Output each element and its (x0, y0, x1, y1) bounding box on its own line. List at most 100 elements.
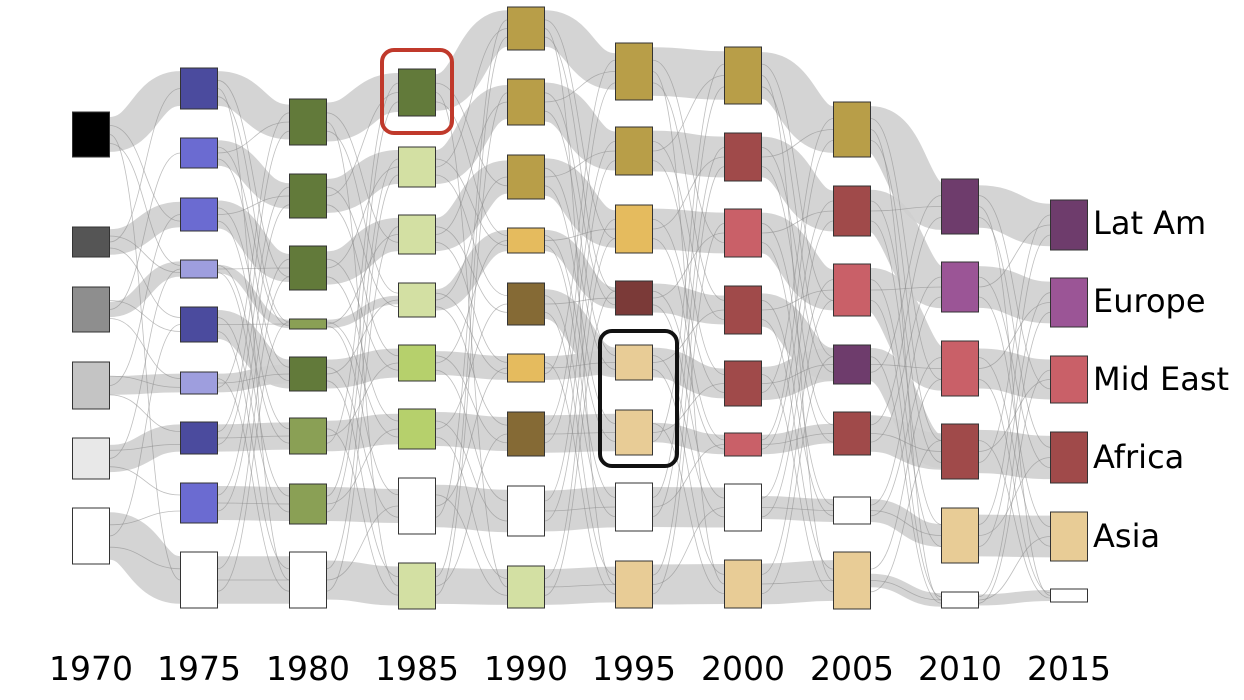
flow-line (978, 276, 1051, 469)
node (724, 285, 762, 335)
flow-line (978, 379, 1051, 452)
flow-band (542, 82, 618, 171)
node (289, 417, 327, 455)
flow-line (652, 219, 725, 393)
flow-line (761, 279, 834, 518)
flow-line (761, 166, 834, 426)
node (180, 259, 218, 279)
flow-line (544, 160, 616, 502)
node (833, 496, 871, 525)
node (72, 507, 110, 565)
flow-line (217, 207, 290, 382)
node (833, 344, 871, 385)
flow-line (652, 304, 725, 499)
year-label: 1975 (157, 649, 241, 688)
flow-line (217, 258, 290, 512)
flow-line (870, 357, 942, 517)
flow-line (761, 507, 834, 511)
flow-band (108, 201, 182, 255)
node (724, 208, 762, 258)
highlight-black (598, 329, 679, 468)
flow-line (978, 311, 1051, 598)
node (724, 360, 762, 407)
flow-line (652, 507, 725, 585)
flow-band (652, 47, 725, 100)
flow-line (544, 71, 616, 103)
flow-band (325, 150, 400, 213)
flow-line (652, 369, 725, 575)
region-label: Asia (1093, 517, 1160, 555)
year-label: 1970 (49, 649, 133, 688)
flow-line (761, 220, 834, 499)
flow-line (870, 300, 942, 598)
flow-line (761, 200, 834, 450)
flow-line (326, 362, 399, 437)
flow-line (217, 276, 290, 570)
flow-band (433, 160, 510, 252)
flow-line (435, 292, 508, 374)
flow-line (761, 300, 834, 517)
node (724, 559, 762, 609)
year-label: 2005 (810, 649, 894, 688)
flow-line (544, 362, 616, 595)
node (615, 344, 653, 381)
region-label: Mid East (1093, 360, 1229, 398)
flow-line (870, 217, 942, 426)
node (833, 411, 871, 456)
flow-line (870, 364, 942, 369)
flow-band (977, 266, 1052, 324)
flow-line (109, 546, 181, 570)
flow-line (217, 331, 290, 570)
flow-line (652, 160, 725, 375)
flow-band (325, 72, 400, 142)
flow-line (544, 185, 616, 424)
node (941, 423, 979, 480)
flow-band (109, 373, 181, 395)
flow-line (761, 140, 834, 441)
flow-line (435, 19, 508, 518)
node (398, 477, 436, 535)
node (398, 562, 436, 610)
flow-line (761, 319, 834, 570)
flow-line (435, 176, 508, 301)
flow-line (652, 59, 725, 243)
node (724, 46, 762, 105)
flow-line (435, 28, 508, 168)
flow-line (978, 234, 1051, 525)
flow-line (435, 158, 508, 246)
flow-line (326, 226, 399, 592)
node (507, 282, 545, 326)
year-label: 1980 (266, 649, 350, 688)
flow-line (544, 219, 616, 522)
node (180, 306, 218, 343)
flow-line (978, 224, 1051, 288)
flow-line (326, 158, 399, 513)
flow-line (870, 140, 942, 441)
flow-line (326, 112, 399, 243)
node (615, 482, 653, 532)
flow-line (109, 268, 181, 459)
node (398, 214, 436, 255)
node (289, 245, 327, 291)
flow-line (652, 86, 725, 498)
flow-line (544, 290, 616, 596)
flow-line (978, 296, 1051, 528)
node (72, 361, 110, 410)
flow-line (544, 432, 616, 435)
flow-line (870, 129, 942, 601)
node (289, 356, 327, 392)
flow-line (326, 101, 399, 497)
node (507, 485, 545, 537)
node (398, 282, 436, 318)
node (1050, 431, 1088, 484)
node (398, 344, 436, 382)
node (724, 132, 762, 182)
flow-line (217, 121, 290, 154)
flow-line (435, 436, 508, 579)
year-label: 1985 (375, 649, 459, 688)
flow-line (217, 112, 290, 388)
flow-band (758, 52, 837, 153)
flow-line (326, 428, 399, 505)
flow-line (217, 321, 290, 592)
